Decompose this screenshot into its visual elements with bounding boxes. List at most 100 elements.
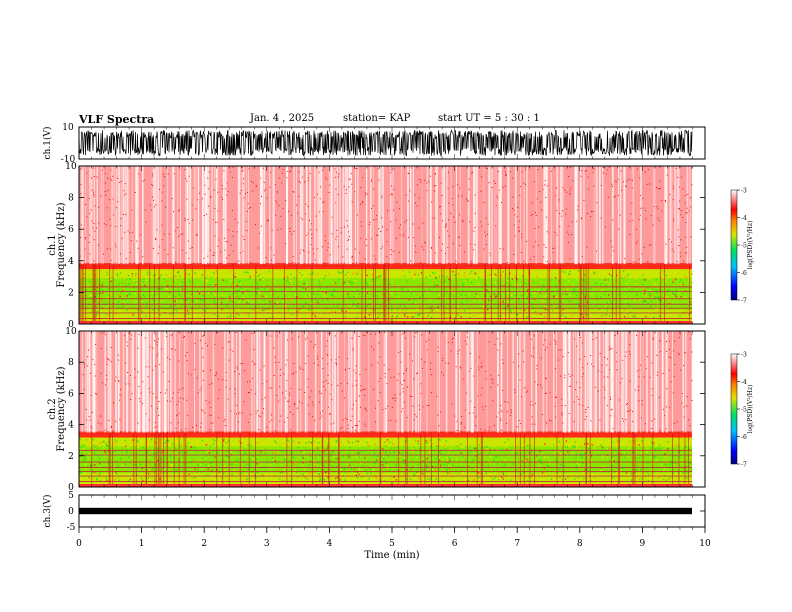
ch2-band-texture: [518, 448, 520, 451]
ch1-red-speckle: [521, 236, 523, 238]
ch2-red-speckle: [506, 422, 508, 424]
ch2-band-texture: [293, 463, 295, 465]
ch2-red-speckle: [529, 404, 531, 406]
ch2-band-texture: [194, 447, 196, 449]
ch2-band-texture: [685, 479, 687, 481]
ch2-band-texture: [668, 478, 670, 480]
ch2-band-texture: [446, 467, 448, 470]
ch2-band-texture: [678, 450, 681, 452]
ch2-band-texture: [331, 465, 333, 468]
ch2-band-texture: [108, 441, 110, 443]
ch1-red-speckle: [627, 178, 629, 180]
ch1-band-texture: [460, 308, 462, 310]
ch2-band-texture: [501, 448, 503, 450]
ch1-red-speckle: [220, 251, 221, 253]
ch1-band-texture: [607, 275, 609, 278]
ch1-red-speckle: [369, 224, 371, 225]
ch2-band-texture: [478, 477, 480, 479]
ch2-red-speckle: [496, 416, 498, 418]
ch1-red-speckle: [184, 218, 186, 219]
ch2-band-texture: [86, 439, 88, 441]
ch1-band-texture: [178, 293, 180, 296]
ch1-band-texture: [454, 274, 456, 276]
ch1-red-speckle: [326, 249, 328, 251]
ch1-spike: [580, 263, 582, 324]
ch2-band-texture: [141, 477, 143, 480]
ch1-band-texture: [266, 308, 268, 310]
ch1-red-speckle: [226, 182, 228, 184]
ch2-red-speckle: [262, 412, 264, 414]
ch2-band-texture: [131, 457, 133, 459]
ch2-red-speckle: [637, 390, 639, 392]
ch1-red-speckle: [387, 210, 388, 212]
ch1-band-texture: [258, 288, 260, 290]
ch1-red-speckle: [653, 206, 655, 208]
ch2-red-speckle: [500, 409, 502, 411]
ch1-ytick-label: 6: [68, 225, 74, 235]
ch2-red-speckle: [437, 346, 439, 348]
ch1-red-speckle: [480, 221, 482, 223]
ch1-band-texture: [400, 286, 403, 289]
ch2-band-texture: [153, 460, 155, 463]
ch2-band-texture: [432, 469, 434, 471]
ch2-band-texture: [393, 476, 395, 478]
ch1-band-texture: [171, 306, 173, 309]
ch1-red-speckle: [241, 190, 243, 191]
ch2-band-texture: [162, 451, 164, 453]
ch1-band-texture: [606, 313, 608, 316]
ch2-red-speckle: [686, 405, 688, 407]
ch2-white-streak: [253, 331, 255, 433]
ch1-red-speckle: [594, 168, 595, 170]
ch1-band-texture: [110, 293, 112, 295]
ch1-red-speckle: [569, 193, 571, 194]
ch1-band-texture: [591, 293, 593, 296]
ch1-red-speckle: [526, 240, 528, 242]
ch1-band-texture: [106, 273, 108, 276]
ch2-red-speckle: [291, 338, 293, 340]
ch1-band-texture: [486, 289, 488, 291]
ch2-red-speckle: [397, 352, 399, 354]
ch2-band-texture: [317, 444, 319, 446]
ch1-band-texture: [634, 316, 636, 319]
ch2-band-texture: [359, 455, 361, 457]
ch2-red-speckle: [540, 357, 542, 359]
ch2-red-speckle: [312, 404, 314, 406]
ch1-red-speckle: [271, 229, 273, 231]
ch2-white-streak: [286, 331, 288, 433]
ch1-band-texture: [249, 277, 251, 280]
ch1-band-texture: [155, 301, 157, 303]
ch2-red-speckle: [255, 412, 257, 414]
ch2-band-texture: [245, 445, 247, 448]
ch1-red-speckle: [474, 212, 476, 214]
ch2-band-texture: [493, 459, 495, 462]
ch2-red-speckle: [322, 410, 324, 412]
ch2-band-texture: [83, 458, 85, 460]
ch2-band-texture: [526, 458, 528, 461]
ch1-red-speckle: [671, 241, 672, 243]
ch1-red-speckle: [110, 225, 112, 227]
ch2-band-texture: [201, 457, 203, 459]
ch1-band-texture: [566, 293, 568, 296]
ch1-white-streak: [238, 166, 241, 265]
ch1-red-speckle: [303, 250, 305, 252]
ch2-band-texture: [132, 474, 134, 476]
ch2-red-speckle: [460, 416, 462, 417]
ch1-spike: [388, 263, 389, 324]
ch2-band-texture: [403, 457, 405, 459]
ch2-band-texture: [80, 453, 83, 455]
ch2-red-speckle: [224, 419, 226, 421]
ch2-band-texture: [324, 458, 326, 460]
ch1-band-texture: [249, 275, 251, 278]
ch1-band-texture: [474, 272, 476, 275]
ch1-band-texture: [505, 274, 507, 276]
ch2-red-speckle: [352, 385, 354, 387]
ch2-band-texture: [438, 471, 441, 473]
ch1-band-texture: [410, 292, 412, 295]
ch1-white-streak: [602, 166, 604, 265]
ch1-white-streak: [389, 166, 392, 265]
ch1-band-texture: [140, 282, 142, 284]
ch2-red-speckle: [510, 414, 512, 416]
ch2-white-streak: [569, 331, 571, 433]
ch1-band-texture: [234, 272, 237, 274]
ch1-band-texture: [214, 290, 216, 292]
